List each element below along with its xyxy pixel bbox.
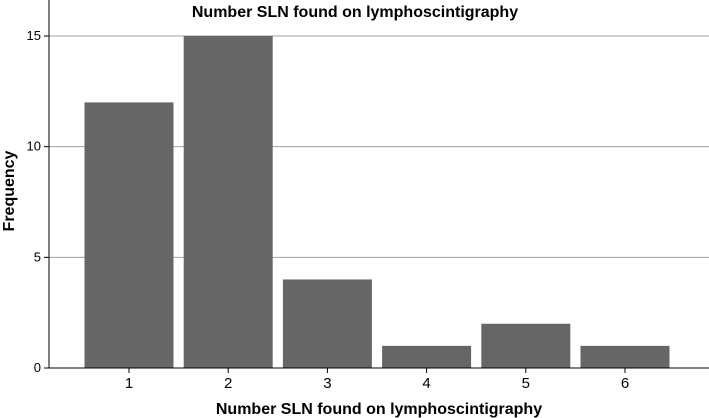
y-tick-label: 15 [27,28,41,43]
x-tick-label: 2 [224,375,232,392]
y-tick-label: 10 [27,139,41,154]
y-axis-ticks: 0 5 10 15 [27,28,49,375]
bar-3 [282,279,372,368]
x-tick-label: 3 [323,375,331,392]
bars [84,36,670,369]
x-axis-ticks: 1 2 3 4 5 6 [125,368,629,392]
x-tick-label: 4 [422,375,430,392]
chart-title: Number SLN found on lymphoscintigraphy [192,4,518,21]
bar-1 [84,102,174,369]
x-tick-label: 5 [522,375,530,392]
bar-5 [481,323,571,368]
x-axis-label: Number SLN found on lymphoscintigraphy [216,401,542,418]
y-tick-label: 5 [34,249,41,264]
bar-4 [382,345,472,368]
x-tick-label: 6 [621,375,629,392]
bar-6 [580,345,670,368]
x-tick-label: 1 [125,375,133,392]
y-tick-label: 0 [34,360,41,375]
y-axis-label: Frequency [1,150,18,231]
bar-2 [183,36,273,368]
